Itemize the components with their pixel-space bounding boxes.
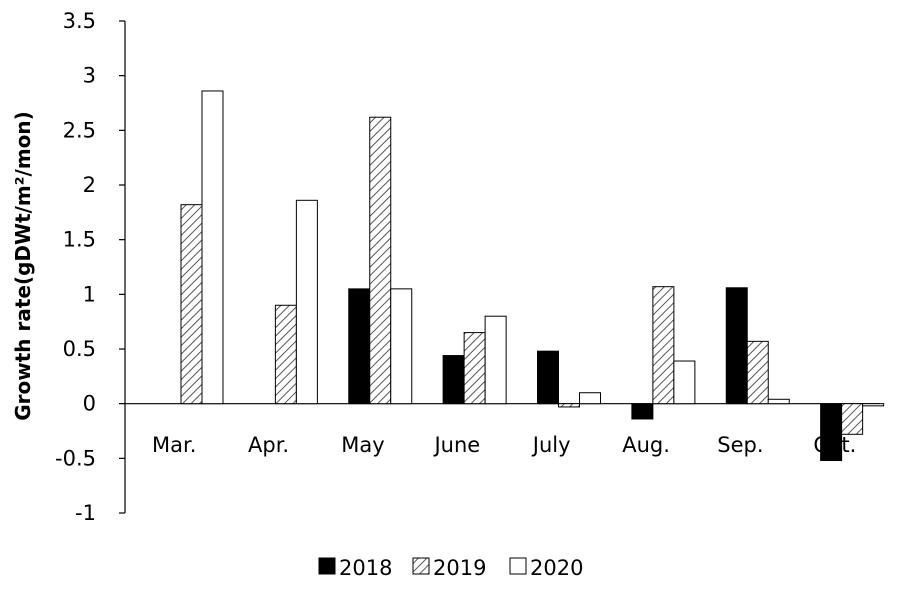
- bar-2019-may: [369, 116, 392, 405]
- legend-label-2020: 2020: [530, 556, 583, 580]
- x-tick-label: May: [341, 433, 384, 457]
- bar-2018-aug: [631, 403, 654, 420]
- bar-2018-june: [442, 355, 465, 405]
- bar-2020-apr: [295, 199, 318, 405]
- bar-2020-oct: [862, 403, 885, 407]
- y-tick-label: 2: [83, 173, 96, 197]
- bar-2018-july: [537, 350, 559, 405]
- bar-2018-may: [348, 288, 371, 405]
- x-tick-label: July: [531, 433, 571, 457]
- bar-2020-aug: [673, 360, 696, 405]
- y-tick-label: 3.5: [63, 9, 96, 33]
- legend-swatch-2020: [509, 557, 527, 575]
- bar-2019-aug: [652, 286, 675, 405]
- y-tick-label: 1: [83, 282, 96, 306]
- y-tick-labels: 3.5 3 2.5 2 1.5 1 0.5 0 -0.5 -1: [55, 9, 96, 525]
- legend: 2018 2019 2020: [318, 556, 583, 580]
- y-tick-label: 3: [83, 64, 96, 88]
- bar-2019-oct: [841, 403, 864, 435]
- bar-2019-mar: [180, 204, 203, 405]
- y-tick-label: 1.5: [63, 228, 96, 252]
- y-tick-label: -0.5: [55, 446, 96, 470]
- legend-label-2018: 2018: [339, 556, 392, 580]
- bars: [180, 90, 885, 462]
- y-axis-label: Growth rate(gDWt/m²/mon): [11, 111, 35, 421]
- y-tick-label: 2.5: [63, 118, 96, 142]
- bar-2020-may: [390, 288, 413, 405]
- x-tick-label: Oct.: [813, 433, 856, 457]
- y-tick-label: 0.5: [63, 337, 96, 361]
- x-tick-label: Sep.: [717, 433, 763, 457]
- legend-swatch-2019: [412, 557, 430, 575]
- y-tick-label: -1: [75, 501, 96, 525]
- bar-2019-apr: [274, 304, 297, 405]
- x-tick-label: Mar.: [152, 433, 196, 457]
- x-tick-labels: Mar. Apr. May June July Aug. Sep. Oct.: [152, 433, 856, 457]
- x-tick-label: Aug.: [622, 433, 670, 457]
- x-tick-label: Apr.: [248, 433, 289, 457]
- bar-2020-sep: [767, 398, 790, 405]
- x-tick-label: June: [432, 433, 480, 457]
- bar-2018-sep: [725, 287, 748, 405]
- legend-swatch-2018: [318, 557, 336, 575]
- legend-label-2019: 2019: [433, 556, 486, 580]
- bar-2020-june: [484, 315, 507, 405]
- axes: [119, 20, 880, 514]
- bar-2019-june: [463, 332, 486, 405]
- y-tick-label: 0: [83, 392, 96, 416]
- bar-2020-july: [579, 392, 601, 405]
- bar-2019-july: [558, 403, 580, 408]
- bar-2019-sep: [746, 340, 769, 405]
- bar-2020-mar: [201, 90, 224, 405]
